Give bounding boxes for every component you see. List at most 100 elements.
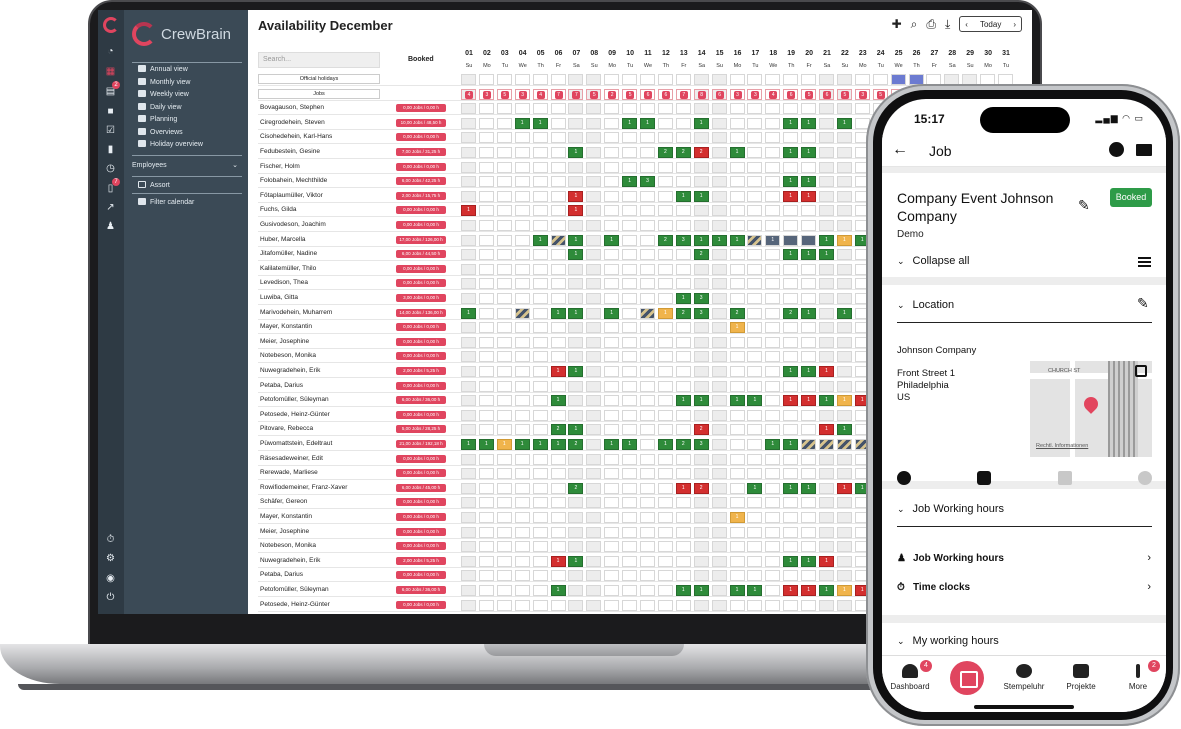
employee-name[interactable]: Fötaplaumüller, Viktor [260,191,323,199]
availability-cell[interactable] [747,117,763,129]
availability-cell[interactable] [640,570,655,582]
availability-cell[interactable]: 2 [675,439,691,450]
availability-cell[interactable]: 1 [729,322,745,334]
availability-cell[interactable]: 2 [693,147,709,158]
availability-cell[interactable] [478,117,494,129]
availability-cell[interactable] [801,409,817,421]
availability-cell[interactable] [604,468,620,480]
employee-name[interactable]: Gusivodeson, Joachim [260,221,326,228]
availability-cell[interactable] [711,322,727,334]
availability-cell[interactable] [514,366,530,377]
availability-cell[interactable] [586,468,602,480]
availability-cell[interactable] [461,585,476,596]
availability-cell[interactable]: 1 [729,512,745,523]
availability-cell[interactable] [783,541,799,553]
availability-cell[interactable] [657,220,673,231]
availability-cell[interactable] [783,336,799,348]
availability-cell[interactable] [622,132,638,144]
availability-cell[interactable]: 1 [568,307,584,319]
holiday-cell[interactable] [765,74,781,85]
availability-cell[interactable] [711,599,727,611]
availability-cell[interactable] [514,351,530,363]
availability-cell[interactable] [783,103,799,115]
availability-cell[interactable] [478,570,494,582]
holiday-cell[interactable] [693,74,709,85]
availability-cell[interactable] [729,409,745,421]
availability-cell[interactable] [819,220,834,231]
clipboard-icon[interactable]: ▮ [107,144,114,155]
availability-cell[interactable] [568,541,584,553]
availability-cell[interactable] [586,585,602,596]
availability-cell[interactable] [550,249,566,261]
availability-cell[interactable] [711,526,727,538]
availability-cell[interactable] [550,351,566,363]
employee-name[interactable]: Mayer, Konstantin [260,513,313,520]
availability-cell[interactable] [640,293,655,304]
availability-cell[interactable] [461,132,476,144]
availability-cell[interactable] [711,293,727,304]
availability-cell[interactable] [604,409,620,421]
employee-name[interactable]: Meier, Josephine [260,527,310,535]
availability-cell[interactable] [657,468,673,480]
holiday-cell[interactable] [890,74,906,85]
edit-location-icon[interactable]: ✎ [1137,295,1149,311]
availability-cell[interactable] [819,336,834,348]
availability-cell[interactable] [604,336,620,348]
availability-cell[interactable] [461,322,476,334]
availability-cell[interactable] [496,147,512,158]
availability-cell[interactable] [765,409,781,421]
back-arrow-icon[interactable]: ← [892,141,908,158]
availability-cell[interactable] [801,453,817,465]
availability-cell[interactable]: 2 [657,234,673,246]
availability-cell[interactable] [550,453,566,465]
availability-cell[interactable]: 1 [604,307,620,319]
availability-cell[interactable] [586,147,602,158]
availability-cell[interactable] [675,570,691,582]
availability-cell[interactable] [514,161,530,173]
availability-cell[interactable] [622,190,638,202]
availability-cell[interactable] [586,322,602,334]
availability-cell[interactable] [819,380,834,392]
employee-name[interactable]: Fedubestein, Gesine [260,148,320,155]
availability-cell[interactable] [478,176,494,188]
availability-cell[interactable] [836,599,852,611]
availability-cell[interactable] [496,526,512,538]
availability-cell[interactable] [729,366,745,377]
availability-cell[interactable] [675,380,691,392]
time-clocks-item[interactable]: ⏱ Time clocks [897,582,970,593]
availability-cell[interactable] [568,395,584,407]
availability-cell[interactable] [640,351,655,363]
availability-cell[interactable] [657,117,673,129]
availability-cell[interactable] [496,161,512,173]
job-working-hours-item[interactable]: ♟ Job Working hours [897,553,1004,564]
availability-cell[interactable] [478,497,494,509]
availability-cell[interactable] [783,409,799,421]
availability-cell[interactable] [640,249,655,261]
availability-cell[interactable] [640,380,655,392]
jobs-count-cell[interactable]: 6 [640,88,655,100]
availability-cell[interactable] [622,234,638,246]
menu-weekly-view[interactable]: Weekly view [138,90,189,100]
jobs-count-cell[interactable]: 8 [693,88,709,100]
availability-cell[interactable] [675,176,691,188]
availability-cell[interactable] [514,541,530,553]
availability-cell[interactable] [461,366,476,377]
location-toggle[interactable]: ⌄ Location [897,299,954,311]
availability-cell[interactable] [747,147,763,158]
availability-cell[interactable] [693,468,709,480]
availability-cell[interactable] [836,366,852,377]
availability-cell[interactable] [586,132,602,144]
availability-cell[interactable] [729,293,745,304]
availability-cell[interactable] [604,205,620,217]
availability-cell[interactable]: 1 [801,190,817,202]
availability-cell[interactable] [478,322,494,334]
availability-cell[interactable] [496,336,512,348]
employee-name[interactable]: Schäfer, Gereon [260,498,308,506]
availability-cell[interactable] [765,307,781,319]
employee-name[interactable]: Räsesadeweiner, Edit [260,454,323,462]
availability-cell[interactable] [747,599,763,611]
brand[interactable]: CrewBrain [132,20,231,48]
availability-cell[interactable] [657,336,673,348]
email-icon[interactable] [1058,471,1072,485]
availability-cell[interactable] [622,585,638,596]
